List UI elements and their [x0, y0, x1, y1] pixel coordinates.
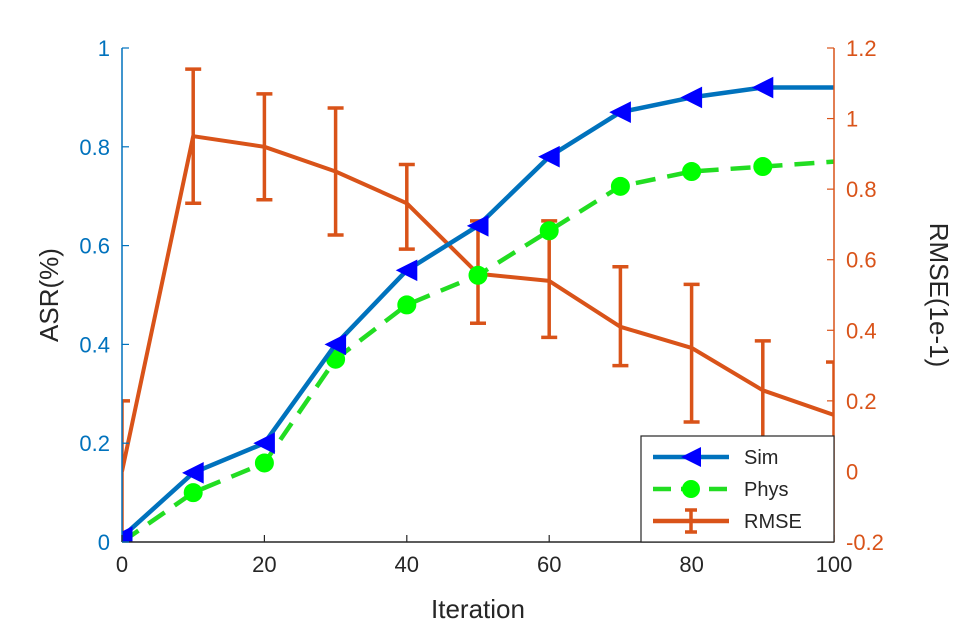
legend-box	[640, 435, 835, 543]
sim-point	[324, 333, 347, 356]
phys-point	[610, 176, 630, 196]
y-tick-label-left: 0	[98, 530, 110, 555]
axes-layer: 0 20 40 60 80 100 0 0.2 0.4 0.6 0.8 1 -0.2 0 0.2 0.4 0.6…	[34, 36, 953, 624]
y-axis-label-left: ASR(%)	[34, 248, 64, 342]
x-tick-label: 100	[816, 552, 853, 577]
y-tick-label-right: 1	[846, 107, 858, 132]
legend-entry-phys: Phys	[653, 479, 788, 501]
y-tick-label-right: 0.2	[846, 389, 877, 414]
sim-point	[182, 462, 204, 484]
rmse-errorbar	[683, 282, 700, 424]
y-tick-label-left: 1	[98, 36, 110, 61]
phys-point	[539, 221, 559, 241]
legend-entry-sim: Sim	[653, 447, 778, 469]
y-tick-label-left: 0.8	[79, 135, 110, 160]
y-tick-label-right: 1.2	[846, 36, 877, 61]
rmse-errorbar	[612, 265, 629, 368]
legend-entry-rmse: RMSE	[653, 508, 802, 534]
phys-point	[397, 295, 417, 315]
rmse-errorbar	[327, 106, 344, 237]
legend-rmse-label: RMSE	[744, 511, 802, 533]
sim-point	[538, 145, 560, 168]
rmse-errorbar	[185, 67, 202, 206]
phys-point	[468, 265, 488, 285]
x-tick-label: 20	[252, 552, 276, 577]
sim-point	[680, 86, 703, 109]
phys-point	[183, 483, 203, 503]
sim-point	[253, 432, 275, 455]
series-layer	[122, 67, 834, 542]
series-clip-group	[122, 67, 834, 542]
sim-point	[466, 215, 489, 237]
x-tick-label: 0	[116, 552, 128, 577]
x-tick-label: 40	[395, 552, 419, 577]
rmse-errorbar	[122, 399, 130, 542]
x-tick-label: 80	[679, 552, 703, 577]
legend-sim-marker	[681, 447, 701, 467]
legend-phys-marker	[682, 480, 700, 498]
sim-point	[122, 526, 133, 542]
sim-point	[751, 76, 774, 99]
y-tick-label-left: 0.4	[79, 332, 110, 357]
y-tick-label-right: 0	[846, 459, 858, 484]
x-axis-label: Iteration	[431, 594, 525, 624]
y-tick-label-right: 0.4	[846, 318, 877, 343]
y-tick-label-left: 0.6	[79, 234, 110, 259]
y-tick-label-right: 0.8	[846, 177, 877, 202]
legend-sim-label: Sim	[744, 447, 778, 469]
rmse-errorbar	[256, 92, 273, 202]
y-tick-label-right: 0.6	[846, 248, 877, 273]
phys-point	[753, 157, 773, 177]
y-tick-label-left: 0.2	[79, 431, 110, 456]
x-tick-label: 60	[537, 552, 561, 577]
rmse-errorbar	[541, 219, 558, 340]
legend-phys-label: Phys	[744, 479, 788, 501]
sim-point	[609, 101, 631, 124]
y-axis-label-right: RMSE(1e-1)	[924, 223, 953, 367]
phys-point	[254, 453, 274, 473]
rmse-errorbar	[398, 162, 415, 251]
legend: Sim Phys RMSE	[640, 435, 835, 543]
sim-point	[395, 259, 418, 282]
plot-area	[122, 67, 834, 542]
y-tick-label-right: -0.2	[846, 530, 884, 555]
phys-point	[682, 162, 702, 181]
